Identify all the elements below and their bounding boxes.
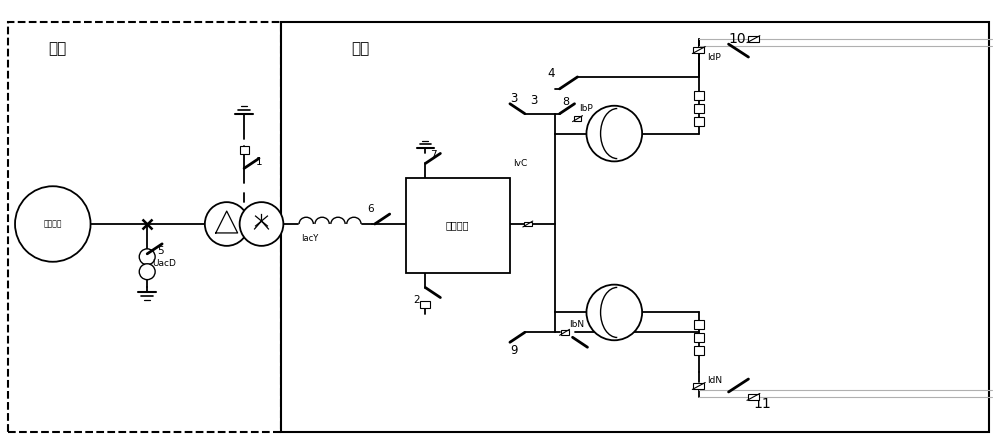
Text: 8: 8	[563, 97, 570, 107]
Text: IacY: IacY	[301, 234, 318, 243]
Circle shape	[586, 106, 642, 161]
Text: 区内: 区内	[351, 42, 369, 56]
Text: 11: 11	[753, 397, 771, 411]
Text: 4: 4	[548, 68, 555, 81]
Circle shape	[205, 202, 249, 246]
Text: 7: 7	[430, 151, 437, 160]
Circle shape	[240, 202, 283, 246]
Text: 6: 6	[367, 204, 373, 214]
Bar	[420, 301, 430, 308]
Bar	[574, 116, 581, 121]
Circle shape	[15, 186, 91, 262]
Circle shape	[586, 284, 642, 340]
Bar	[693, 383, 704, 389]
Bar	[8, 22, 281, 432]
Text: 区外: 区外	[48, 42, 66, 56]
Text: 9: 9	[510, 344, 517, 357]
Circle shape	[139, 249, 155, 265]
Text: UacD: UacD	[152, 259, 176, 268]
Bar	[748, 36, 759, 42]
Bar	[524, 221, 532, 227]
Text: 3: 3	[510, 92, 517, 105]
Text: IvC: IvC	[513, 159, 527, 168]
Text: 2: 2	[414, 294, 420, 305]
Bar	[694, 117, 704, 126]
Text: 5: 5	[157, 246, 164, 256]
Bar	[694, 346, 704, 355]
Text: IbP: IbP	[580, 104, 593, 113]
Text: IdP: IdP	[707, 52, 720, 61]
Text: 1: 1	[256, 157, 263, 168]
Bar	[240, 146, 249, 155]
Text: 3: 3	[530, 94, 537, 107]
Bar	[694, 91, 704, 100]
Bar	[694, 320, 704, 329]
Text: IdN: IdN	[707, 375, 722, 384]
Text: 交流系统: 交流系统	[44, 220, 62, 228]
Circle shape	[139, 264, 155, 280]
Bar	[748, 394, 759, 400]
Text: 10: 10	[729, 32, 746, 46]
Text: IbN: IbN	[570, 320, 585, 329]
Bar	[693, 47, 704, 53]
Bar	[694, 333, 704, 342]
Bar	[561, 330, 569, 335]
Bar	[281, 22, 989, 432]
Text: 启动回路: 启动回路	[446, 220, 470, 230]
Bar	[694, 104, 704, 113]
Bar	[406, 178, 510, 273]
